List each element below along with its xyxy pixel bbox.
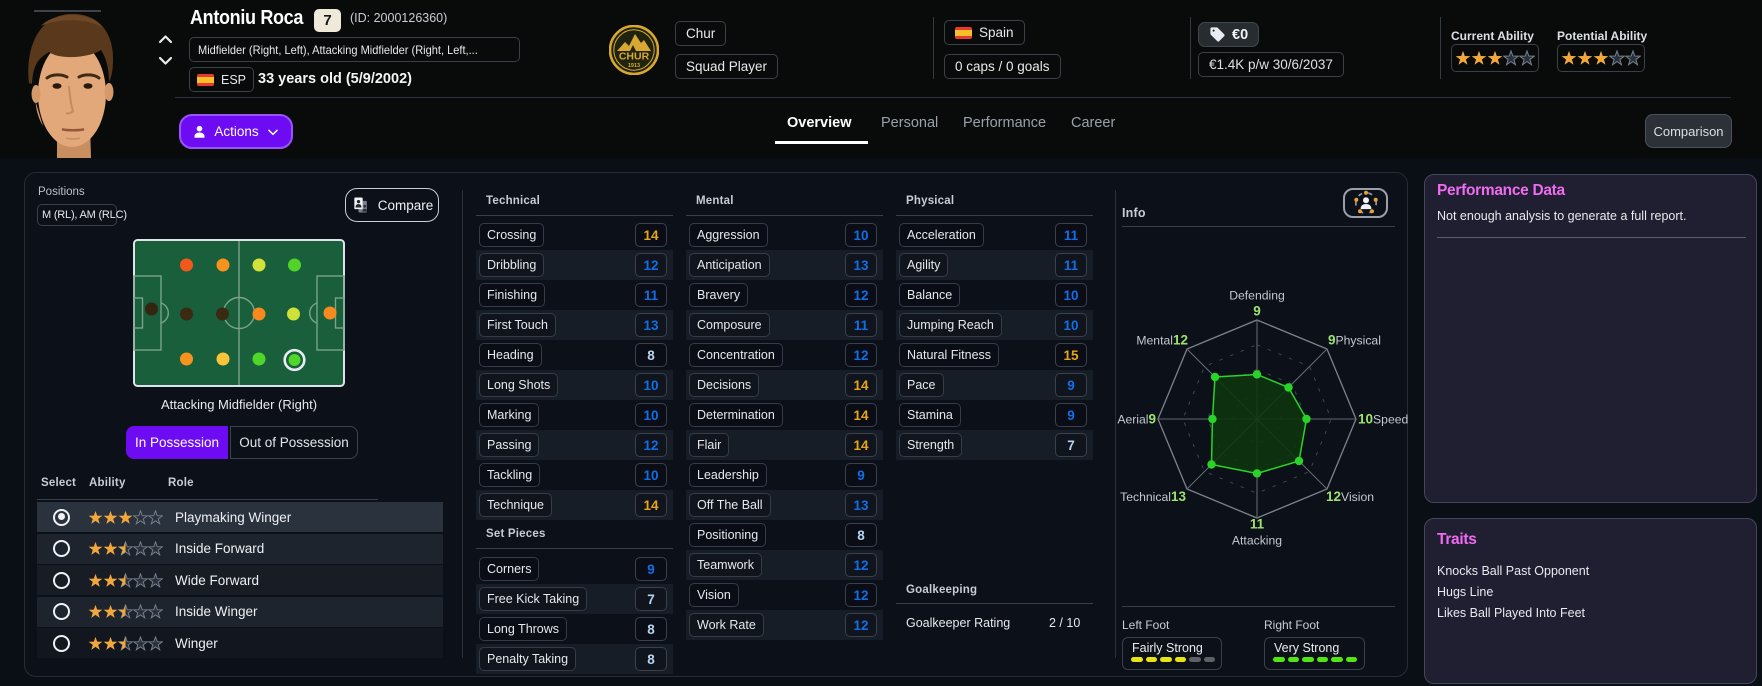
svg-text:Technical13: Technical13: [1120, 489, 1186, 504]
svg-text:9Physical: 9Physical: [1328, 333, 1381, 348]
svg-text:12Vision: 12Vision: [1326, 489, 1374, 504]
svg-text:1913: 1913: [628, 63, 640, 69]
svg-text:Mental12: Mental12: [1136, 333, 1188, 348]
svg-text:Aerial9: Aerial9: [1117, 411, 1156, 426]
svg-text:Attacking: Attacking: [1232, 534, 1282, 548]
svg-text:11: 11: [1250, 517, 1265, 532]
svg-text:Defending: Defending: [1229, 289, 1285, 303]
svg-text:9: 9: [1253, 304, 1261, 319]
svg-text:CHUR: CHUR: [619, 51, 650, 63]
svg-text:10Speed: 10Speed: [1358, 411, 1408, 426]
